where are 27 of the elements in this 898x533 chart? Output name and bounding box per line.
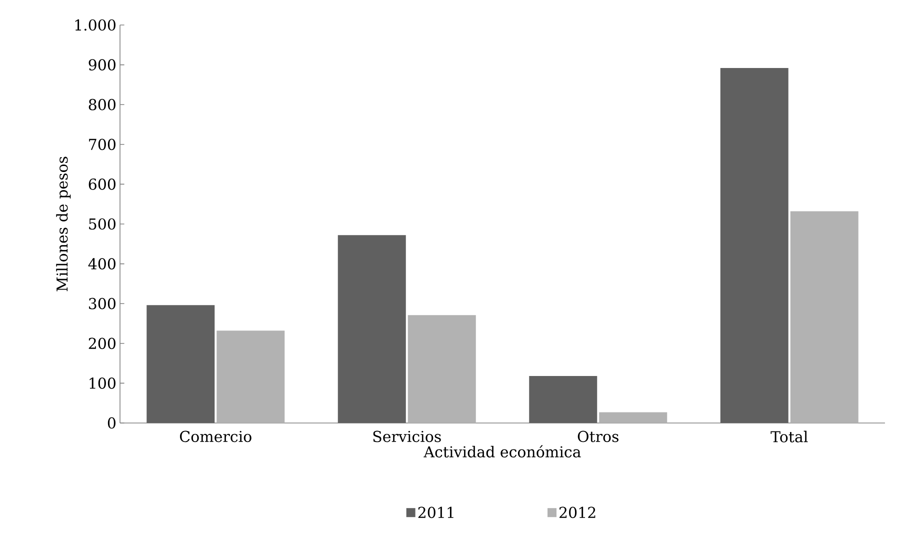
x-tick-label: Total — [770, 430, 808, 442]
bar — [338, 235, 406, 423]
y-tick-label: 100 — [90, 378, 116, 389]
y-axis-title: Millones de pesos — [56, 156, 71, 292]
bar — [599, 412, 668, 423]
bar — [146, 305, 215, 423]
y-tick-label: 200 — [88, 338, 116, 350]
bar — [529, 376, 598, 423]
x-axis-title: Actividad económica — [424, 445, 581, 458]
bar — [408, 315, 476, 423]
bar — [216, 330, 285, 423]
y-tick-label: 300 — [88, 298, 116, 310]
legend-label: 2011 — [418, 506, 454, 518]
y-tick-label: 900 — [88, 59, 116, 70]
y-tick-label: 400 — [88, 258, 116, 270]
y-tick-label: 0 — [108, 417, 116, 429]
legend-label: 2012 — [560, 506, 596, 518]
x-tick-label: Otros — [578, 430, 618, 442]
bar — [790, 211, 858, 423]
x-tick-label: Servicios — [373, 430, 441, 442]
y-tick-label: 1.000 — [75, 19, 116, 31]
y-tick-label: 600 — [88, 178, 116, 190]
y-tick-label: 700 — [89, 138, 116, 150]
y-tick-label: 800 — [88, 98, 116, 110]
x-tick-label: Comercio — [180, 430, 252, 442]
y-tick-label: 500 — [89, 218, 116, 230]
bar — [720, 68, 788, 423]
